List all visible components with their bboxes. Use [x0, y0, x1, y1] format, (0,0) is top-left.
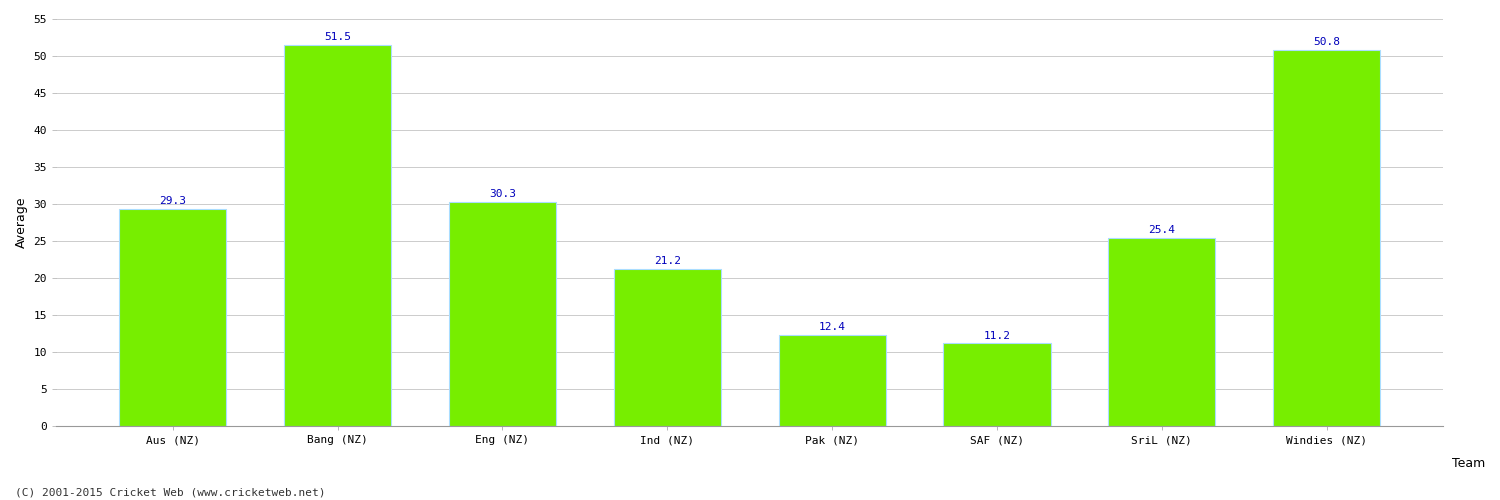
Text: (C) 2001-2015 Cricket Web (www.cricketweb.net): (C) 2001-2015 Cricket Web (www.cricketwe…	[15, 488, 326, 498]
Bar	[1274, 50, 1380, 426]
Text: 12.4: 12.4	[819, 322, 846, 332]
Text: 50.8: 50.8	[1312, 37, 1340, 47]
Bar	[284, 45, 392, 426]
Text: 11.2: 11.2	[984, 330, 1011, 340]
Bar	[1108, 238, 1215, 426]
Text: 29.3: 29.3	[159, 196, 186, 206]
Bar	[118, 210, 226, 426]
Y-axis label: Average: Average	[15, 197, 28, 248]
Bar	[944, 344, 1050, 426]
Bar	[448, 202, 556, 426]
Text: 25.4: 25.4	[1149, 226, 1176, 235]
Text: 51.5: 51.5	[324, 32, 351, 42]
Bar	[614, 270, 722, 426]
Text: 30.3: 30.3	[489, 189, 516, 199]
Bar	[778, 334, 885, 426]
Text: 21.2: 21.2	[654, 256, 681, 266]
Text: Team: Team	[1452, 457, 1485, 470]
